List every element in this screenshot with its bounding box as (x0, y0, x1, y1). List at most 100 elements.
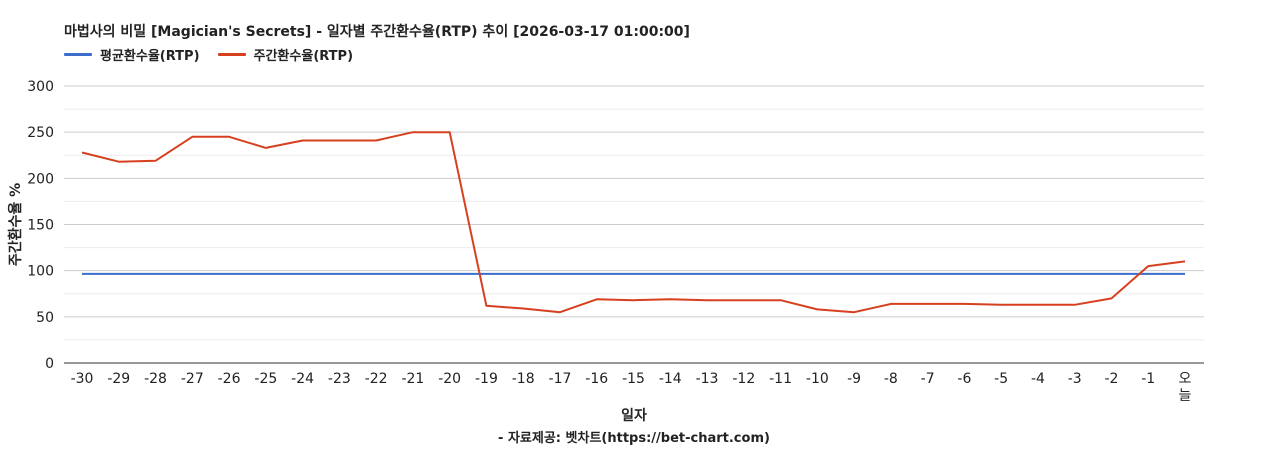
data-point-average (1035, 271, 1040, 276)
y-tick-label: 150 (27, 218, 54, 234)
data-point-average (1146, 271, 1151, 276)
data-point-average (815, 271, 820, 276)
data-point-weekly (1035, 302, 1040, 307)
data-point-weekly (852, 310, 857, 315)
data-point-weekly (741, 298, 746, 303)
data-point-weekly (521, 306, 526, 311)
legend-swatch-average (64, 53, 92, 56)
data-point-weekly (447, 130, 452, 135)
data-point-weekly (631, 298, 636, 303)
data-point-average (1109, 271, 1114, 276)
x-axis-label: 일자 (621, 408, 647, 424)
data-point-average (521, 271, 526, 276)
data-point-average (80, 271, 85, 276)
data-point-average (116, 271, 121, 276)
data-point-weekly (263, 145, 268, 150)
legend-swatch-weekly (217, 53, 246, 56)
x-tick-label: -26 (218, 371, 241, 387)
x-tick-label: -2 (1104, 371, 1118, 387)
data-point-weekly (1109, 296, 1114, 301)
data-point-average (374, 271, 379, 276)
legend-label-weekly: 주간환수율(RTP) (253, 49, 354, 64)
y-tick-label: 200 (27, 171, 54, 187)
data-point-average (631, 271, 636, 276)
series-line-weekly (81, 131, 1186, 314)
x-tick-label: -18 (512, 371, 535, 387)
data-point-weekly (410, 130, 415, 135)
data-point-weekly (190, 134, 195, 139)
x-tick-label: -21 (401, 371, 424, 387)
data-point-average (263, 271, 268, 276)
x-tick-label: -5 (994, 371, 1008, 387)
data-point-weekly (1072, 302, 1077, 307)
y-tick-label: 0 (45, 356, 54, 372)
data-point-weekly (80, 150, 85, 155)
data-point-average (227, 271, 232, 276)
x-tick-label: -12 (732, 371, 755, 387)
chart-title: 마법사의 비밀 [Magician's Secrets] - 일자별 주간환수율… (64, 24, 690, 40)
x-tick-label: -9 (847, 371, 861, 387)
x-tick-label: -1 (1141, 371, 1155, 387)
data-point-average (999, 271, 1004, 276)
data-point-weekly (1146, 264, 1151, 269)
data-point-weekly (1183, 259, 1188, 264)
legend-label-average: 평균환수율(RTP) (100, 49, 200, 64)
data-point-weekly (962, 301, 967, 306)
x-tick-label: -10 (806, 371, 829, 387)
legend-item-weekly[interactable]: 주간환수율(RTP) (217, 45, 354, 64)
x-tick-label: -27 (181, 371, 204, 387)
legend: 평균환수율(RTP) 주간환수율(RTP) (64, 45, 371, 64)
x-tick-label: -3 (1068, 371, 1082, 387)
x-tick-label: -6 (957, 371, 971, 387)
data-point-average (705, 271, 710, 276)
x-tick-label: 오 (1179, 371, 1192, 387)
x-tick-label: -8 (884, 371, 898, 387)
y-tick-label: 100 (27, 264, 54, 280)
x-tick-label: -13 (696, 371, 719, 387)
x-tick-label: -25 (254, 371, 277, 387)
data-point-weekly (153, 158, 158, 163)
x-tick-label: -16 (585, 371, 608, 387)
data-point-average (447, 271, 452, 276)
data-point-average (594, 271, 599, 276)
data-point-weekly (888, 301, 893, 306)
x-tick-label: -14 (659, 371, 682, 387)
data-point-weekly (337, 138, 342, 143)
data-point-average (668, 271, 673, 276)
data-point-average (962, 271, 967, 276)
data-point-average (1183, 271, 1188, 276)
data-point-weekly (668, 297, 673, 302)
data-point-weekly (594, 297, 599, 302)
x-tick-label: -23 (328, 371, 351, 387)
x-tick-label: -20 (438, 371, 461, 387)
data-point-average (410, 271, 415, 276)
data-point-average (484, 271, 489, 276)
legend-item-average[interactable]: 평균환수율(RTP) (64, 45, 200, 64)
x-tick-label: -22 (365, 371, 388, 387)
x-tick-label: -19 (475, 371, 498, 387)
data-point-average (778, 271, 783, 276)
chart-footer: - 자료제공: 벳차트(https://bet-chart.com) (498, 430, 770, 446)
y-tick-label: 300 (27, 79, 54, 95)
data-point-weekly (999, 302, 1004, 307)
x-tick-label: -11 (769, 371, 792, 387)
data-point-weekly (705, 298, 710, 303)
data-point-weekly (484, 303, 489, 308)
x-tick-label: -7 (921, 371, 935, 387)
x-tick-label: -17 (549, 371, 572, 387)
data-point-weekly (300, 138, 305, 143)
data-point-weekly (815, 307, 820, 312)
data-point-average (852, 271, 857, 276)
y-axis-label: 주간환수율 % (7, 183, 24, 266)
x-tick-label: 늘 (1179, 388, 1192, 404)
x-tick-label: -24 (291, 371, 314, 387)
x-tick-label: -28 (144, 371, 167, 387)
data-point-average (1072, 271, 1077, 276)
data-point-weekly (925, 301, 930, 306)
data-point-weekly (374, 138, 379, 143)
y-tick-label: 250 (27, 125, 54, 141)
data-point-average (337, 271, 342, 276)
data-point-average (888, 271, 893, 276)
